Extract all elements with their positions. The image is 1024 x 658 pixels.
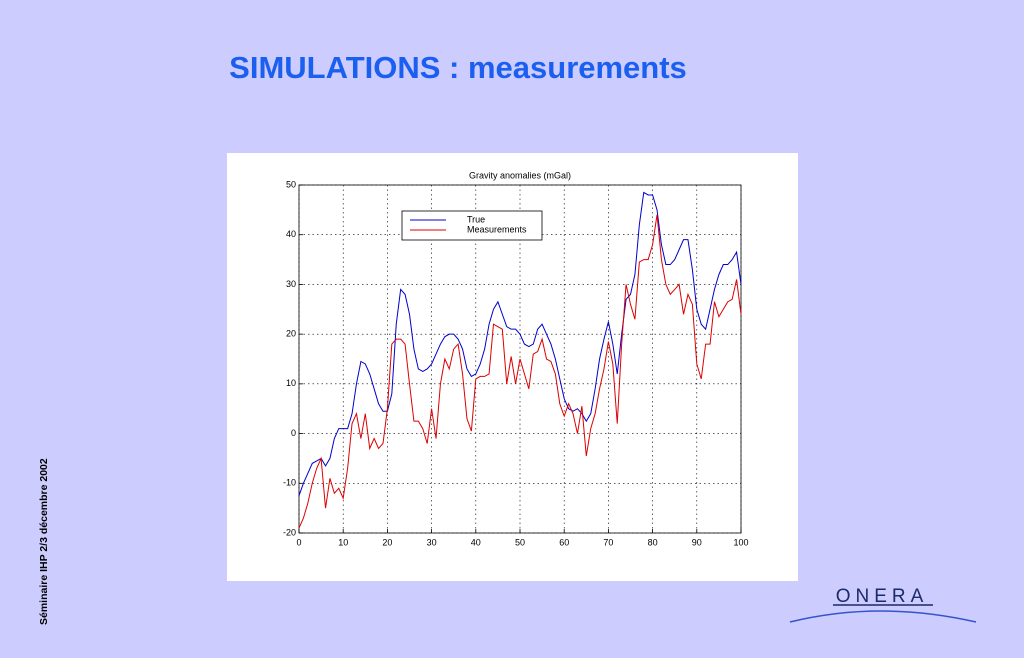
y-tick-label: 10 <box>286 378 296 388</box>
x-tick-label: 40 <box>471 537 481 547</box>
line-series <box>298 191 742 496</box>
logo-swoosh <box>789 610 977 623</box>
line-series <box>298 214 742 529</box>
y-tick-label: 30 <box>286 279 296 289</box>
y-tick-label: 50 <box>286 179 296 189</box>
x-tick-label: 20 <box>382 537 392 547</box>
legend-label: True <box>467 214 485 224</box>
x-tick-label: 80 <box>648 537 658 547</box>
y-tick-label: 20 <box>286 329 296 339</box>
legend-label: Measurements <box>467 224 527 234</box>
y-tick-label: -10 <box>283 478 296 488</box>
x-tick-label: 70 <box>603 537 613 547</box>
x-tick-label: 50 <box>515 537 525 547</box>
x-tick-label: 90 <box>692 537 702 547</box>
slide-title: SIMULATIONS : measurements <box>229 50 687 85</box>
chart-title: Gravity anomalies (mGal) <box>469 170 571 180</box>
y-tick-label: -20 <box>283 527 296 537</box>
x-tick-label: 0 <box>296 537 301 547</box>
x-tick-label: 10 <box>338 537 348 547</box>
logo: ONERA <box>836 586 929 607</box>
x-tick-label: 30 <box>427 537 437 547</box>
footer: Séminaire IHP 2/3 décembre 2002 <box>38 458 50 625</box>
y-tick-label: 0 <box>291 428 296 438</box>
y-tick-label: 40 <box>286 229 296 239</box>
chart: Gravity anomalies (mGal) 0 10 20 30 40 50 60 70 8… <box>283 170 749 547</box>
x-tick-label: 100 <box>733 537 748 547</box>
x-tick-label: 60 <box>559 537 569 547</box>
plot-frame <box>298 184 742 534</box>
legend-box <box>401 210 543 241</box>
